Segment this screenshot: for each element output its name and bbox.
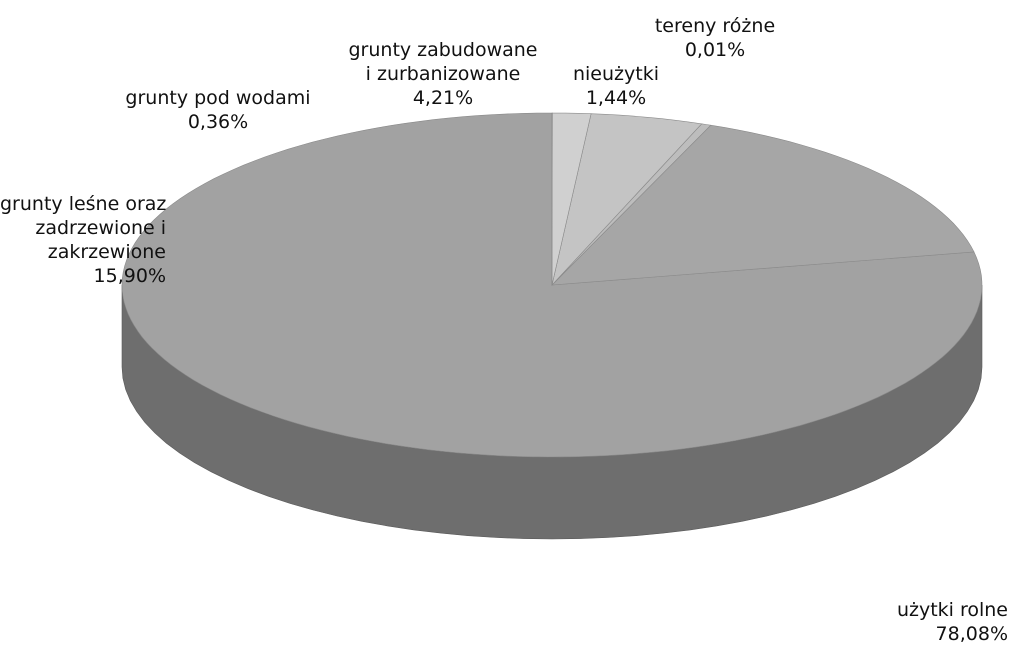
slice-label-uzytki-rolne: użytki rolne 78,08% <box>868 598 1008 646</box>
slice-label-tereny-rozne: tereny różne 0,01% <box>640 14 790 62</box>
slice-value-text: 78,08% <box>935 623 1008 645</box>
slice-label-text: zadrzewione i <box>35 217 166 239</box>
slice-value-text: 0,36% <box>187 111 249 133</box>
slice-label-text: zakrzewione <box>47 241 166 263</box>
slice-label-text: grunty leśne oraz <box>0 193 167 215</box>
slice-label-text: i zurbanizowane <box>365 63 521 85</box>
slice-label-text: użytki rolne <box>896 599 1008 621</box>
pie-slice-3 <box>551 113 703 287</box>
slice-label-grunty-pod-wodami: grunty pod wodami 0,36% <box>110 86 326 134</box>
slice-label-grunty-zabudowane: grunty zabudowane i zurbanizowane 4,21% <box>338 38 548 110</box>
slice-label-nieuzytki: nieużytki 1,44% <box>556 62 676 110</box>
pie-slice-1 <box>551 124 975 286</box>
slice-value-text: 0,01% <box>684 39 746 61</box>
slice-label-text: grunty zabudowane <box>348 39 538 61</box>
slice-label-text: grunty pod wodami <box>125 87 311 109</box>
slice-label-text: nieużytki <box>572 63 659 85</box>
slice-value-text: 4,21% <box>412 87 474 109</box>
slice-value-text: 1,44% <box>585 87 647 109</box>
slice-value-text: 15,90% <box>93 265 166 287</box>
slice-label-grunty-lesne: grunty leśne oraz zadrzewione i zakrzewi… <box>0 192 166 288</box>
slice-label-text: tereny różne <box>654 15 776 37</box>
